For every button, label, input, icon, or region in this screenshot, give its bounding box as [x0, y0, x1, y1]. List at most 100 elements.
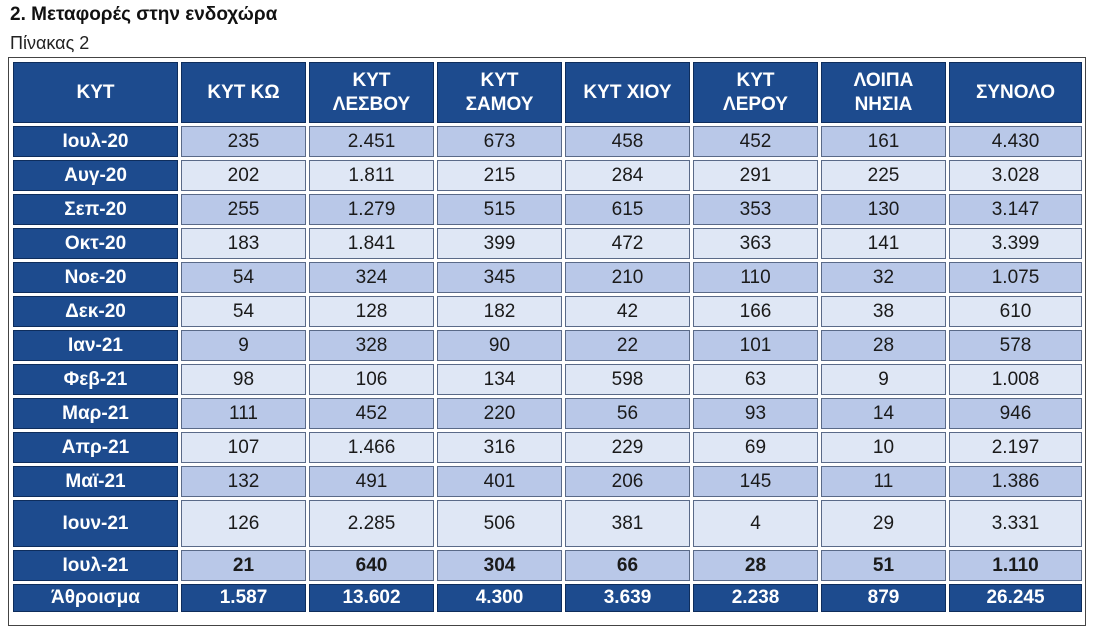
row-label-month: Μαρ-21: [13, 398, 178, 429]
table-caption: Πίνακας 2: [10, 33, 90, 53]
table-cell: 215: [437, 160, 562, 191]
table-cell: 93: [693, 398, 818, 429]
row-label-month: Απρ-21: [13, 432, 178, 463]
table-cell: 291: [693, 160, 818, 191]
table-cell: 1.466: [309, 432, 434, 463]
table-row: Ιουλ-20 235 2.451 673 458 452 161 4.430: [13, 126, 1082, 157]
table-row: Δεκ-20 54 128 182 42 166 38 610: [13, 296, 1082, 327]
table-cell: 3.331: [949, 500, 1082, 547]
column-header-line: ΚΥΤ ΧΙΟΥ: [583, 81, 672, 103]
table-cell: 32: [821, 262, 946, 293]
table-cell: 1.811: [309, 160, 434, 191]
table-cell: 145: [693, 466, 818, 497]
table-cell: 1.075: [949, 262, 1082, 293]
table-cell: 98: [181, 364, 306, 395]
table-cell: 506: [437, 500, 562, 547]
table-row: Μαϊ-21 132 491 401 206 145 11 1.386: [13, 466, 1082, 497]
table-cell: 345: [437, 262, 562, 293]
table-cell: 229: [565, 432, 690, 463]
table-cell: 491: [309, 466, 434, 497]
row-label-month: Ιαν-21: [13, 330, 178, 361]
table-cell: 3.028: [949, 160, 1082, 191]
table-row: Σεπ-20 255 1.279 515 615 353 130 3.147: [13, 194, 1082, 225]
column-header-line: ΚΥΤ: [480, 69, 519, 91]
table-cell: 56: [565, 398, 690, 429]
table-cell: 1.279: [309, 194, 434, 225]
table-cell: 130: [821, 194, 946, 225]
table-cell: 134: [437, 364, 562, 395]
table-cell: 472: [565, 228, 690, 259]
total-cell: 26.245: [949, 584, 1082, 612]
table-cell: 166: [693, 296, 818, 327]
table-cell: 4: [693, 500, 818, 547]
table-cell: 111: [181, 398, 306, 429]
table-cell: 640: [309, 550, 434, 581]
table-cell: 225: [821, 160, 946, 191]
table-cell: 132: [181, 466, 306, 497]
total-cell: 3.639: [565, 584, 690, 612]
total-cell: 2.238: [693, 584, 818, 612]
table-cell: 28: [821, 330, 946, 361]
table-row: Ιουλ-21 21 640 304 66 28 51 1.110: [13, 550, 1082, 581]
table-cell: 284: [565, 160, 690, 191]
table-cell: 3.147: [949, 194, 1082, 225]
table-cell: 42: [565, 296, 690, 327]
table-cell: 353: [693, 194, 818, 225]
table-cell: 90: [437, 330, 562, 361]
table-cell: 10: [821, 432, 946, 463]
table-row: Αυγ-20 202 1.811 215 284 291 225 3.028: [13, 160, 1082, 191]
table-cell: 399: [437, 228, 562, 259]
column-header: ΛΟΙΠΑ ΝΗΣΙΑ: [821, 62, 946, 123]
table-cell: 452: [309, 398, 434, 429]
total-row: Άθροισμα 1.587 13.602 4.300 3.639 2.238 879 26.…: [13, 584, 1082, 612]
table-row: Οκτ-20 183 1.841 399 472 363 141 3.399: [13, 228, 1082, 259]
row-label-month: Οκτ-20: [13, 228, 178, 259]
table-cell: 38: [821, 296, 946, 327]
table-cell: 946: [949, 398, 1082, 429]
table-cell: 458: [565, 126, 690, 157]
table-cell: 9: [821, 364, 946, 395]
table-cell: 2.451: [309, 126, 434, 157]
table-cell: 3.399: [949, 228, 1082, 259]
total-label: Άθροισμα: [13, 584, 178, 612]
table-cell: 615: [565, 194, 690, 225]
column-header-line: ΣΥΝΟΛΟ: [975, 81, 1055, 103]
table-cell: 14: [821, 398, 946, 429]
table-cell: 328: [309, 330, 434, 361]
table-cell: 210: [565, 262, 690, 293]
column-header: ΣΥΝΟΛΟ: [949, 62, 1082, 123]
column-header: ΚΥΤ ΧΙΟΥ: [565, 62, 690, 123]
column-header: ΚΥΤ ΚΩ: [181, 62, 306, 123]
table-cell: 235: [181, 126, 306, 157]
row-label-month: Σεπ-20: [13, 194, 178, 225]
table-cell: 141: [821, 228, 946, 259]
table-row: Μαρ-21 111 452 220 56 93 14 946: [13, 398, 1082, 429]
column-header-line: ΣΑΜΟΥ: [465, 93, 534, 115]
transfers-table: ΚΥΤ ΚΥΤ ΚΩ ΚΥΤ ΛΕΣΒΟΥ ΚΥΤ ΣΑΜΟΥ ΚΥΤ ΧΙΟΥ ΚΥΤ ΛΕΡ…: [10, 59, 1085, 615]
table-cell: 66: [565, 550, 690, 581]
table-cell: 69: [693, 432, 818, 463]
column-header: ΚΥΤ ΣΑΜΟΥ: [437, 62, 562, 123]
column-header: ΚΥΤ ΛΕΣΒΟΥ: [309, 62, 434, 123]
table-cell: 1.841: [309, 228, 434, 259]
row-label-month: Αυγ-20: [13, 160, 178, 191]
table-cell: 304: [437, 550, 562, 581]
column-header-line: ΛΕΣΒΟΥ: [332, 93, 411, 115]
table-cell: 28: [693, 550, 818, 581]
table-cell: 220: [437, 398, 562, 429]
table-cell: 381: [565, 500, 690, 547]
table-cell: 11: [821, 466, 946, 497]
table-cell: 363: [693, 228, 818, 259]
table-cell: 54: [181, 296, 306, 327]
row-label-month: Μαϊ-21: [13, 466, 178, 497]
table-cell: 110: [693, 262, 818, 293]
table-cell: 107: [181, 432, 306, 463]
table-cell: 54: [181, 262, 306, 293]
column-header: ΚΥΤ: [13, 62, 178, 123]
table-cell: 598: [565, 364, 690, 395]
row-label-month: Ιουν-21: [13, 500, 178, 547]
column-header-line: ΛΕΡΟΥ: [723, 93, 788, 115]
table-cell: 2.285: [309, 500, 434, 547]
column-header-line: ΚΥΤ: [76, 81, 115, 103]
table-cell: 2.197: [949, 432, 1082, 463]
